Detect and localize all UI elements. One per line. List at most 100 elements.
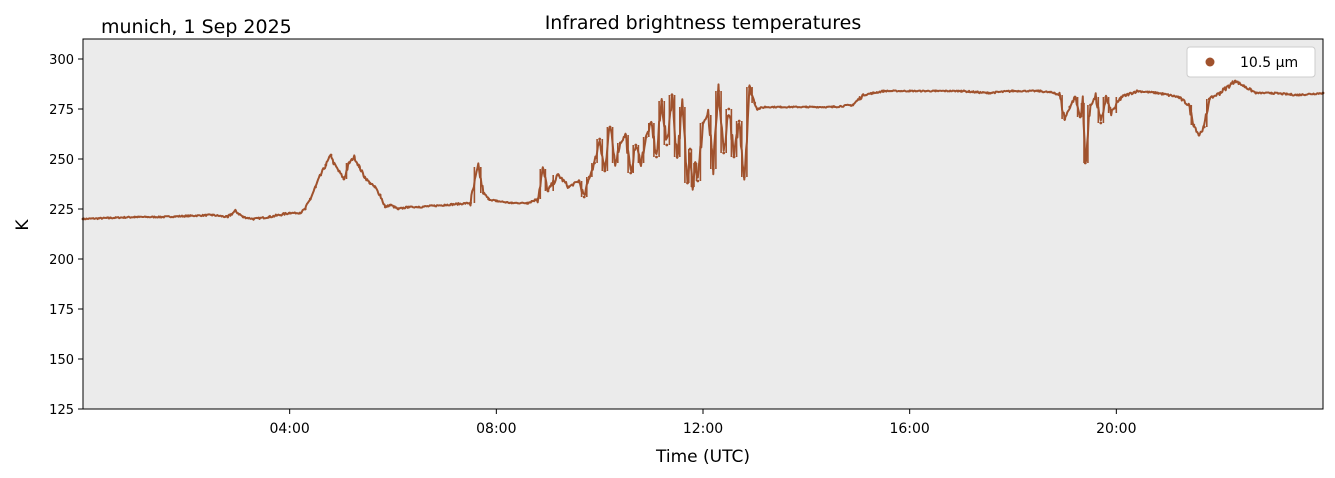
data-point bbox=[1197, 133, 1201, 137]
data-point bbox=[779, 105, 782, 109]
data-point bbox=[742, 175, 746, 179]
x-tick-label: 20:00 bbox=[1096, 421, 1136, 437]
x-tick-label: 08:00 bbox=[476, 421, 516, 437]
legend: 10.5 µm bbox=[1186, 46, 1316, 78]
data-point bbox=[184, 214, 188, 218]
data-point bbox=[1295, 93, 1299, 97]
y-axis-ticks: 125 150 175 200 225 250 275 300 bbox=[49, 53, 83, 418]
x-tick-label: 12:00 bbox=[683, 421, 723, 437]
data-point bbox=[830, 105, 834, 109]
data-point bbox=[1037, 89, 1041, 93]
data-point bbox=[1052, 91, 1056, 95]
data-point bbox=[649, 121, 653, 125]
data-point bbox=[510, 201, 514, 205]
data-point bbox=[324, 163, 328, 167]
data-point bbox=[536, 197, 540, 201]
data-point bbox=[107, 216, 111, 220]
data-point bbox=[1058, 93, 1061, 97]
data-point bbox=[753, 101, 757, 105]
data-point bbox=[1120, 95, 1123, 99]
data-point bbox=[660, 99, 664, 103]
data-point bbox=[337, 169, 341, 173]
data-point bbox=[706, 113, 710, 117]
data-point bbox=[1089, 103, 1092, 107]
data-point bbox=[1192, 123, 1196, 127]
x-tick-label: 04:00 bbox=[269, 421, 309, 437]
data-point bbox=[319, 173, 323, 177]
data-point bbox=[241, 215, 245, 219]
y-tick-label: 250 bbox=[49, 153, 74, 168]
data-point bbox=[1176, 95, 1180, 99]
data-point bbox=[655, 155, 658, 159]
data-point bbox=[525, 201, 529, 205]
data-point bbox=[851, 103, 855, 107]
data-point bbox=[314, 185, 317, 189]
data-point bbox=[717, 89, 720, 93]
data-point bbox=[298, 211, 302, 215]
data-point bbox=[985, 91, 989, 95]
data-point bbox=[1094, 95, 1098, 99]
data-point bbox=[634, 143, 638, 147]
y-tick-label: 300 bbox=[49, 53, 74, 68]
data-point bbox=[618, 141, 622, 145]
data-point bbox=[1068, 105, 1072, 109]
data-point bbox=[748, 85, 751, 89]
data-point bbox=[1073, 95, 1077, 99]
data-point bbox=[959, 89, 963, 93]
data-point bbox=[1233, 79, 1237, 83]
data-point bbox=[1207, 97, 1211, 101]
chart-subtitle: munich, 1 Sep 2025 bbox=[101, 16, 292, 38]
data-point bbox=[476, 165, 480, 169]
data-point bbox=[329, 153, 333, 157]
data-point bbox=[1011, 89, 1015, 93]
data-point bbox=[373, 185, 377, 189]
data-point bbox=[1254, 91, 1258, 95]
data-point bbox=[1156, 91, 1160, 95]
data-point bbox=[546, 189, 550, 193]
data-point bbox=[252, 217, 255, 221]
data-point bbox=[1269, 91, 1273, 95]
data-point bbox=[675, 155, 679, 159]
data-point bbox=[303, 207, 307, 211]
data-point bbox=[1135, 89, 1139, 93]
data-point bbox=[383, 205, 387, 209]
y-tick-label: 225 bbox=[49, 203, 74, 218]
data-point bbox=[363, 175, 366, 179]
data-point bbox=[443, 203, 447, 207]
data-point bbox=[593, 161, 596, 165]
data-point bbox=[210, 213, 214, 217]
y-tick-label: 275 bbox=[49, 103, 74, 118]
data-point bbox=[882, 89, 886, 93]
data-point bbox=[1218, 91, 1222, 95]
data-point bbox=[1244, 85, 1247, 89]
data-spikes bbox=[345, 87, 1208, 203]
data-point bbox=[732, 155, 736, 159]
data-point bbox=[934, 89, 937, 93]
data-point bbox=[763, 105, 767, 109]
data-point bbox=[727, 107, 731, 111]
data-point bbox=[711, 167, 715, 171]
data-point bbox=[629, 171, 633, 175]
data-point bbox=[737, 119, 741, 123]
legend-label: 10.5 µm bbox=[1240, 55, 1298, 71]
data-point bbox=[133, 215, 137, 219]
data-point bbox=[159, 215, 162, 219]
data-point bbox=[288, 211, 292, 215]
data-point bbox=[407, 205, 410, 209]
data-point bbox=[358, 165, 361, 169]
data-point bbox=[396, 207, 400, 211]
data-point bbox=[541, 167, 545, 171]
data-point bbox=[482, 191, 485, 195]
data-point bbox=[603, 169, 607, 173]
x-axis-label: Time (UTC) bbox=[655, 447, 750, 467]
data-point bbox=[352, 155, 356, 159]
data-point bbox=[378, 193, 382, 197]
y-tick-label: 200 bbox=[49, 253, 74, 268]
data-point bbox=[494, 199, 498, 203]
y-tick-label: 125 bbox=[49, 403, 74, 418]
data-point bbox=[755, 107, 759, 111]
data-point bbox=[1063, 117, 1067, 121]
chart-title: Infrared brightness temperatures bbox=[545, 12, 862, 34]
data-point bbox=[701, 121, 705, 125]
data-point bbox=[598, 137, 602, 141]
